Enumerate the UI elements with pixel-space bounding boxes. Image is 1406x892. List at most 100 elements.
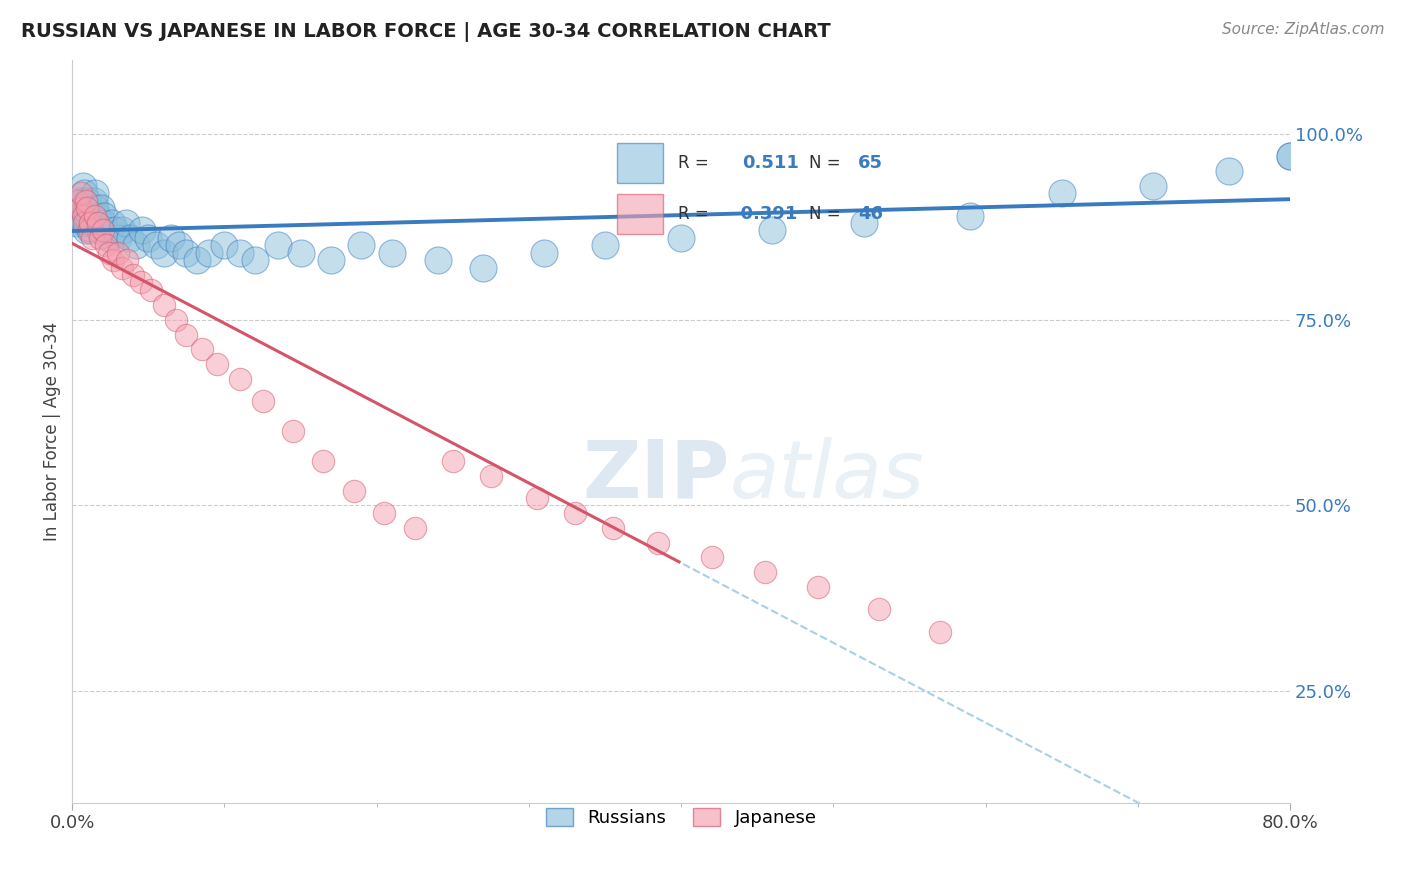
Point [165, 312, 187, 326]
Point [75, 201, 97, 215]
Point [472, 260, 495, 275]
Point [669, 231, 692, 245]
Point [70, 209, 93, 223]
Point [79, 216, 101, 230]
Point [152, 245, 174, 260]
Point [73, 216, 96, 230]
Point [89, 223, 111, 237]
Point [79, 223, 101, 237]
Point [290, 245, 312, 260]
Point [647, 535, 669, 549]
Point [176, 327, 198, 342]
Point [77, 223, 100, 237]
Point [267, 238, 290, 252]
Point [868, 602, 890, 616]
Point [564, 506, 586, 520]
Point [91, 223, 114, 237]
Point [1142, 178, 1164, 193]
Point [97, 245, 120, 260]
Point [87, 216, 110, 230]
Point [190, 343, 212, 357]
Point [312, 454, 335, 468]
Point [66, 194, 89, 208]
Point [86, 209, 108, 223]
Point [115, 253, 138, 268]
Point [84, 201, 107, 215]
Point [87, 216, 110, 230]
Point [111, 260, 134, 275]
Point [138, 231, 160, 245]
Point [111, 223, 134, 237]
Point [75, 194, 97, 208]
Point [66, 216, 89, 230]
Point [72, 194, 94, 208]
Point [228, 372, 250, 386]
Point [1279, 149, 1302, 163]
Point [152, 298, 174, 312]
Point [167, 238, 190, 252]
Point [593, 238, 616, 252]
Point [426, 253, 449, 268]
Point [94, 223, 117, 237]
Point [77, 201, 100, 215]
Point [381, 245, 404, 260]
Point [79, 209, 101, 223]
Point [700, 550, 723, 565]
Point [243, 253, 266, 268]
Point [103, 253, 125, 268]
Point [281, 424, 304, 438]
Point [73, 216, 96, 230]
Point [84, 209, 107, 223]
Point [141, 283, 163, 297]
Point [84, 186, 107, 201]
Point [404, 521, 426, 535]
Point [1279, 149, 1302, 163]
Legend: Russians, Japanese: Russians, Japanese [538, 801, 824, 834]
Point [72, 209, 94, 223]
Point [1050, 186, 1073, 201]
Point [928, 624, 950, 639]
Point [319, 253, 342, 268]
Point [186, 253, 208, 268]
Y-axis label: In Labor Force | Age 30-34: In Labor Force | Age 30-34 [44, 321, 60, 541]
Point [101, 216, 124, 230]
Point [214, 238, 236, 252]
Point [104, 223, 127, 237]
Point [129, 276, 152, 290]
Point [120, 231, 142, 245]
Point [176, 245, 198, 260]
Text: atlas: atlas [730, 437, 925, 515]
Point [69, 201, 91, 215]
Point [533, 245, 555, 260]
Point [73, 186, 96, 201]
Point [252, 394, 274, 409]
Point [76, 194, 98, 208]
Point [761, 223, 783, 237]
Point [122, 268, 145, 282]
Point [114, 216, 136, 230]
Point [131, 223, 153, 237]
Text: ZIP: ZIP [582, 437, 730, 515]
Point [145, 238, 167, 252]
Point [76, 209, 98, 223]
Point [76, 201, 98, 215]
Point [350, 238, 373, 252]
Point [205, 357, 228, 371]
Point [479, 468, 502, 483]
Point [959, 209, 981, 223]
Point [602, 521, 624, 535]
Point [125, 238, 148, 252]
Point [77, 216, 100, 230]
Point [807, 580, 830, 594]
Point [160, 231, 183, 245]
Point [91, 216, 114, 230]
Point [97, 231, 120, 245]
Point [198, 245, 221, 260]
Point [107, 245, 129, 260]
Point [93, 209, 115, 223]
Point [852, 216, 875, 230]
Point [228, 245, 250, 260]
Point [94, 238, 117, 252]
Text: Source: ZipAtlas.com: Source: ZipAtlas.com [1222, 22, 1385, 37]
Text: RUSSIAN VS JAPANESE IN LABOR FORCE | AGE 30-34 CORRELATION CHART: RUSSIAN VS JAPANESE IN LABOR FORCE | AGE… [21, 22, 831, 42]
